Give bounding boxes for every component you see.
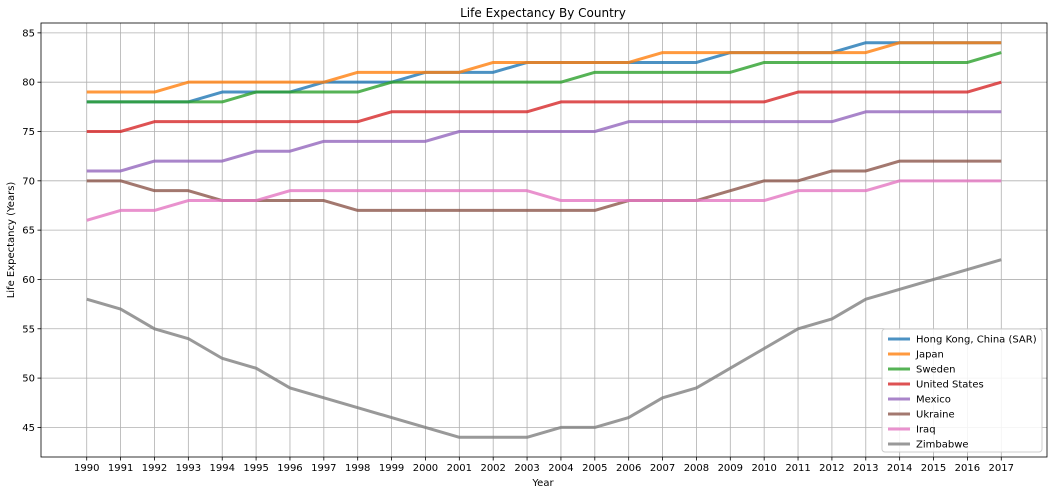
x-tick-label: 2017 — [989, 463, 1014, 474]
x-tick-label: 2010 — [751, 463, 776, 474]
legend-entry-label: Japan — [915, 350, 944, 361]
y-tick-label: 55 — [22, 324, 35, 335]
x-tick-label: 2013 — [853, 463, 878, 474]
legend-entry-label: Hong Kong, China (SAR) — [916, 335, 1037, 346]
series-line-mexico — [86, 110, 1002, 173]
x-tick-label: 1995 — [243, 463, 268, 474]
series-line-zimbabwe — [86, 258, 1002, 439]
x-tick-label: 2012 — [819, 463, 844, 474]
x-tick-label: 2009 — [718, 463, 743, 474]
x-tick-label: 2000 — [413, 463, 438, 474]
legend: Hong Kong, China (SAR) Japan Sweden United … — [881, 328, 1043, 453]
y-tick-label: 80 — [22, 78, 35, 89]
x-tick-label: 1992 — [142, 463, 167, 474]
y-tick-label: 45 — [22, 423, 35, 434]
y-tick-label: 85 — [22, 28, 35, 39]
x-tick-label: 1994 — [209, 463, 234, 474]
x-tick-label: 2006 — [616, 463, 641, 474]
plot-area: 1990 1991 1992 1993 1994 1995 1996 1997 1998 1999… — [22, 22, 1048, 474]
y-tick-label: 50 — [22, 374, 35, 385]
x-tick-label: 2001 — [447, 463, 472, 474]
y-tick-label: 60 — [22, 275, 35, 286]
x-tick-label: 2003 — [514, 463, 539, 474]
series-line-iraq — [86, 179, 1002, 222]
x-tick-label: 1998 — [345, 463, 370, 474]
series-line-ukraine — [86, 159, 1002, 212]
series-line-united-states — [86, 80, 1002, 133]
x-tick-label: 2011 — [785, 463, 810, 474]
x-tick-label: 1993 — [176, 463, 201, 474]
legend-entry-label: Zimbabwe — [916, 440, 969, 451]
series-line-japan — [86, 41, 1002, 94]
legend-entry-label: United States — [916, 380, 984, 391]
y-tick-label: 75 — [22, 127, 35, 138]
y-axis-label: Life Expectancy (Years) — [6, 182, 17, 299]
legend-entry-label: Mexico — [916, 395, 951, 406]
x-tick-label: 1990 — [74, 463, 99, 474]
x-tick-label: 2015 — [921, 463, 946, 474]
x-axis-label: Year — [531, 478, 554, 489]
x-tick-label: 2005 — [582, 463, 607, 474]
x-tick-label: 1996 — [277, 463, 302, 474]
legend-entry-label: Ukraine — [916, 410, 955, 421]
x-tick-label: 1991 — [108, 463, 133, 474]
x-tick-label: 2007 — [650, 463, 675, 474]
y-tick-label: 70 — [22, 176, 35, 187]
x-tick-label: 2016 — [955, 463, 980, 474]
plot-frame — [40, 22, 1048, 458]
chart-title: Life Expectancy By Country — [460, 6, 626, 20]
x-tick-label: 2008 — [684, 463, 709, 474]
legend-entry-label: Iraq — [916, 425, 936, 436]
x-tick-label: 1999 — [379, 463, 404, 474]
x-tick-label: 2004 — [548, 463, 573, 474]
series-line-sweden — [86, 51, 1002, 104]
legend-entry-label: Sweden — [916, 365, 956, 376]
x-tick-label: 1997 — [311, 463, 336, 474]
x-tick-label: 2002 — [480, 463, 505, 474]
x-tick-label: 2014 — [887, 463, 912, 474]
y-tick-label: 65 — [22, 226, 35, 237]
legend-box — [881, 328, 1043, 453]
